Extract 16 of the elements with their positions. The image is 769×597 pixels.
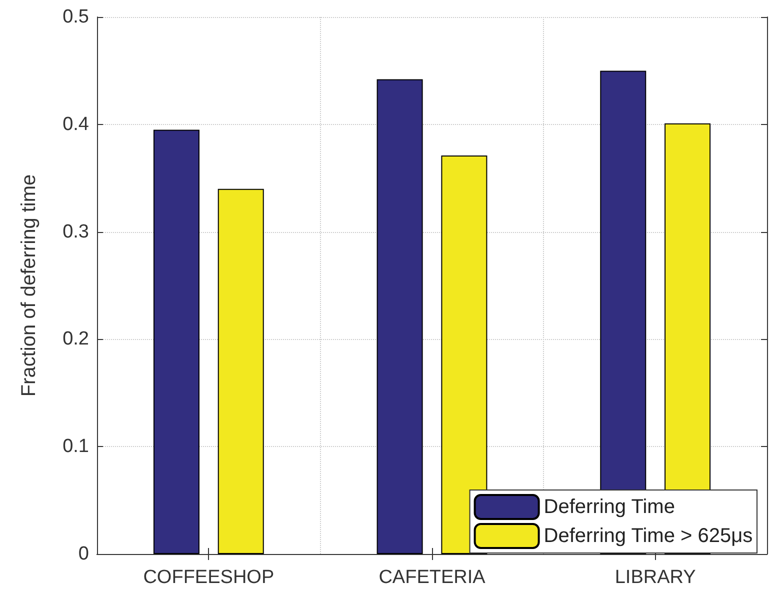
bar xyxy=(218,188,264,554)
y-tick-label: 0.5 xyxy=(62,6,89,28)
bar xyxy=(376,79,423,554)
x-tick-label: CAFETERIA xyxy=(378,567,486,588)
y-tick-label: 0.3 xyxy=(62,221,89,242)
bar xyxy=(153,130,200,554)
y-tick-label: 0.1 xyxy=(62,436,89,458)
y-axis-title: Fraction of deferring time xyxy=(18,174,40,397)
bar xyxy=(441,156,488,554)
legend-label: Deferring Time xyxy=(544,496,675,518)
x-tick-label: LIBRARY xyxy=(614,567,696,588)
legend-label: Deferring Time > 625μs xyxy=(544,525,753,547)
y-tick-label: 0 xyxy=(78,544,89,564)
x-tick-label: COFFEESHOP xyxy=(143,567,274,588)
y-tick-label: 0.2 xyxy=(62,328,89,350)
y-tick-label: 0.4 xyxy=(62,114,90,135)
